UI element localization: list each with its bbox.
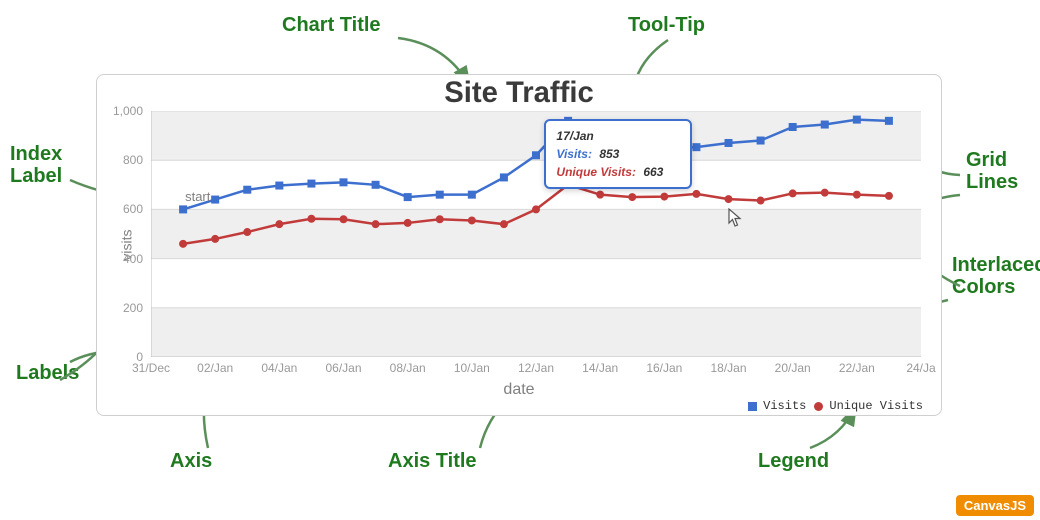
legend-swatch-visits-icon [748,402,757,411]
plot-area[interactable]: start 17/Jan Visits: 853 Unique Visits: … [151,111,921,357]
annotation-axis-title: Axis Title [388,450,477,472]
y-tick-label: 200 [123,301,143,315]
index-label: start [185,189,210,204]
figure-canvas: Chart Title Tool-Tip Index Label Grid Li… [0,0,1040,520]
x-tick-label: 10/Jan [454,361,490,375]
x-tick-label: 06/Jan [325,361,361,375]
x-tick-label: 02/Jan [197,361,233,375]
x-tick-label: 18/Jan [710,361,746,375]
annotation-chart-title: Chart Title [282,14,381,36]
x-tick-label: 22/Jan [839,361,875,375]
x-tick-label: 08/Jan [390,361,426,375]
annotation-index-label: Index Label [10,143,62,187]
legend-label-visits: Visits [763,399,806,413]
annotation-labels: Labels [16,362,79,384]
annotation-grid-lines: Grid Lines [966,149,1018,193]
x-tick-label: 20/Jan [775,361,811,375]
annotation-axis: Axis [170,450,212,472]
annotation-legend: Legend [758,450,829,472]
annotation-tool-tip: Tool-Tip [628,14,705,36]
legend-item-visits[interactable]: Visits [748,399,806,413]
x-tick-label: 12/Jan [518,361,554,375]
x-axis-title: date [97,381,941,399]
x-tick-label: 31/Dec [132,361,170,375]
brand-badge[interactable]: CanvasJS [956,495,1034,516]
tooltip-unique-label: Unique Visits: [556,165,636,179]
tooltip-unique-value: 663 [643,165,663,179]
legend: Visits Unique Visits [748,399,923,413]
legend-swatch-unique-icon [814,402,823,411]
legend-item-unique-visits[interactable]: Unique Visits [814,399,923,413]
x-tick-label: 04/Jan [261,361,297,375]
tooltip: 17/Jan Visits: 853 Unique Visits: 663 [544,119,692,189]
chart-card: Site Traffic visits date start 17/Jan Vi… [96,74,942,416]
y-tick-label: 600 [123,202,143,216]
tooltip-visits-label: Visits: [556,147,592,161]
plot-svg [151,111,921,357]
legend-label-unique: Unique Visits [829,399,923,413]
annotation-interlaced-colors: Interlaced Colors [952,254,1040,298]
x-tick-label: 14/Jan [582,361,618,375]
y-tick-label: 1,000 [113,104,143,118]
y-tick-label: 800 [123,153,143,167]
x-tick-label: 24/Ja [906,361,935,375]
chart-title: Site Traffic [97,77,941,110]
y-tick-label: 400 [123,252,143,266]
x-tick-label: 16/Jan [646,361,682,375]
tooltip-date: 17/Jan [556,127,680,145]
tooltip-visits-value: 853 [599,147,619,161]
